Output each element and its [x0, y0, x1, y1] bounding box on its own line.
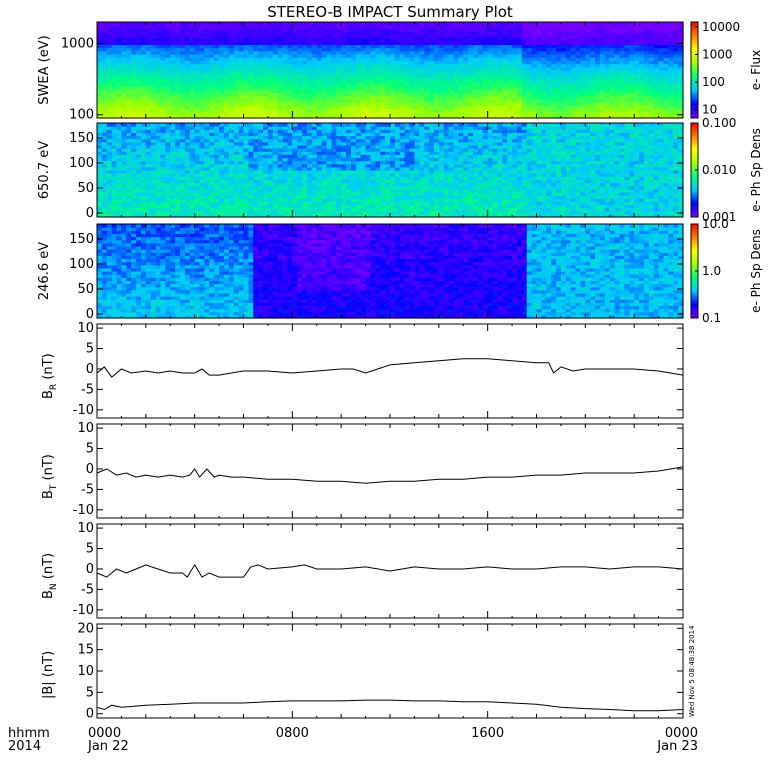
panel-7-trace [96, 699, 684, 712]
panel-6-ytick-label-4: 10 [77, 521, 94, 536]
panel-2-ytick-label-1: 50 [77, 181, 94, 196]
panel-7-ytick-label-2: 10 [77, 664, 94, 679]
panel-2-ytick-label-2: 100 [69, 156, 94, 171]
panel-7-ylabel: |B| (nT) [41, 651, 56, 699]
panel-5-ytick-label-4: 10 [77, 421, 94, 436]
colorbar-1-tick-label-3: 10000 [702, 20, 740, 34]
colorbar-1-tick-label-2: 1000 [702, 47, 733, 61]
time-axis-corner-label-year: 2014 [8, 739, 41, 754]
panel-5-frame [96, 423, 684, 519]
panel-6-ytick-label-3: 5 [86, 542, 94, 557]
time-tick-date-3: Jan 23 [656, 739, 698, 754]
panel-3: 0.1 1.0 10.0 e- Ph Sp Dens 246.6 eV 0 50 100 150 [37, 217, 763, 325]
plot-title: STEREO-B IMPACT Summary Plot [267, 3, 513, 21]
panel-7-ytick-label-3: 15 [77, 643, 94, 658]
colorbar-3-tick-label-2: 10.0 [702, 217, 729, 231]
panel-5-trace [96, 466, 684, 484]
panel-6-ytick-label-0: -10 [73, 603, 94, 618]
panel-4-ylabel: BR (nT) [41, 353, 59, 399]
colorbar-1 [690, 21, 699, 119]
panel-3-ylabel: 246.6 eV [37, 242, 52, 300]
time-tick-label-2: 1600 [471, 726, 504, 741]
colorbar-2-tick-label-0: 0.001 [702, 210, 736, 224]
colorbar-1-tick-label-1: 100 [702, 75, 725, 89]
panel-5-ytick-label-3: 5 [86, 442, 94, 457]
panel-7-ytick-label-4: 20 [77, 621, 94, 636]
colorbar-1-label: e- Flux [749, 50, 763, 90]
colorbar-2-tick-label-1: 0.010 [702, 163, 736, 177]
colorbar-2-tick-label-2: 0.100 [702, 116, 736, 130]
panel-1: 10 100 1000 10000 e- Flux SWEA (eV) 100 1000 [37, 20, 763, 123]
panel-7-ytick-label-1: 5 [86, 685, 94, 700]
panel-5-ylabel: BT (nT) [41, 454, 59, 499]
panel-1-ytick-label-1: 1000 [61, 36, 94, 51]
panel-1-ytick-label-0: 100 [69, 108, 94, 123]
panel-6-ylabel: BN (nT) [41, 553, 59, 599]
panel-5-ytick-label-1: -5 [81, 482, 94, 497]
panel-5-ytick-label-2: 0 [86, 462, 94, 477]
colorbar-3-tick-label-0: 0.1 [702, 311, 721, 325]
panel-2: 0.001 0.010 0.100 e- Ph Sp Dens 650.7 eV 0 50 1… [37, 116, 763, 224]
panel-2-ytick-label-0: 0 [86, 206, 94, 221]
panel-7: |B| (nT) 0 5 10 15 20 [41, 621, 684, 722]
time-tick-label-1: 0800 [276, 726, 309, 741]
time-tick-date-0: Jan 22 [87, 739, 129, 754]
time-tick-label-3: 0000 [665, 726, 698, 741]
panel-5: BT (nT) -10 -5 0 5 10 [41, 421, 684, 519]
panel-4-ytick-label-2: 0 [86, 362, 94, 377]
colorbar-3-label: e- Ph Sp Dens [749, 229, 763, 313]
panel-6-trace [96, 563, 684, 578]
panel-4-ytick-label-0: -10 [73, 403, 94, 418]
panel-2-ylabel: 650.7 eV [37, 141, 52, 199]
panel-1-ylabel: SWEA (eV) [37, 35, 52, 104]
colorbar-1-tick-label-0: 10 [702, 103, 717, 117]
time-axis-corner-label-hhmm: hhmm [8, 726, 50, 741]
panel-5-ytick-label-0: -10 [73, 503, 94, 518]
panel-6-ytick-label-1: -5 [81, 582, 94, 597]
panel-3-ytick-label-1: 50 [77, 282, 94, 297]
panel-4: BR (nT) -10 -5 0 5 10 [41, 321, 684, 419]
time-tick-label-0: 0000 [88, 726, 121, 741]
panel-4-trace [96, 358, 684, 378]
panel-4-ytick-label-1: -5 [81, 382, 94, 397]
plot-timestamp: Wed Nov 5 08:48:38 2014 [688, 625, 696, 717]
panel-4-ytick-label-3: 5 [86, 342, 94, 357]
colorbar-3-tick-label-1: 1.0 [702, 264, 721, 278]
panel-3-ytick-label-3: 150 [69, 232, 94, 247]
panel-3-ytick-label-0: 0 [86, 307, 94, 322]
panel-3-ytick-label-2: 100 [69, 257, 94, 272]
panel-6-ytick-label-2: 0 [86, 562, 94, 577]
colorbar-2-label: e- Ph Sp Dens [749, 128, 763, 212]
panel-4-frame [96, 323, 684, 419]
panel-2-ytick-label-3: 150 [69, 131, 94, 146]
panel-6: BN (nT) -10 -5 0 5 10 [41, 521, 684, 619]
panel-4-ytick-label-4: 10 [77, 321, 94, 336]
panel-7-ytick-label-0: 0 [86, 707, 94, 722]
